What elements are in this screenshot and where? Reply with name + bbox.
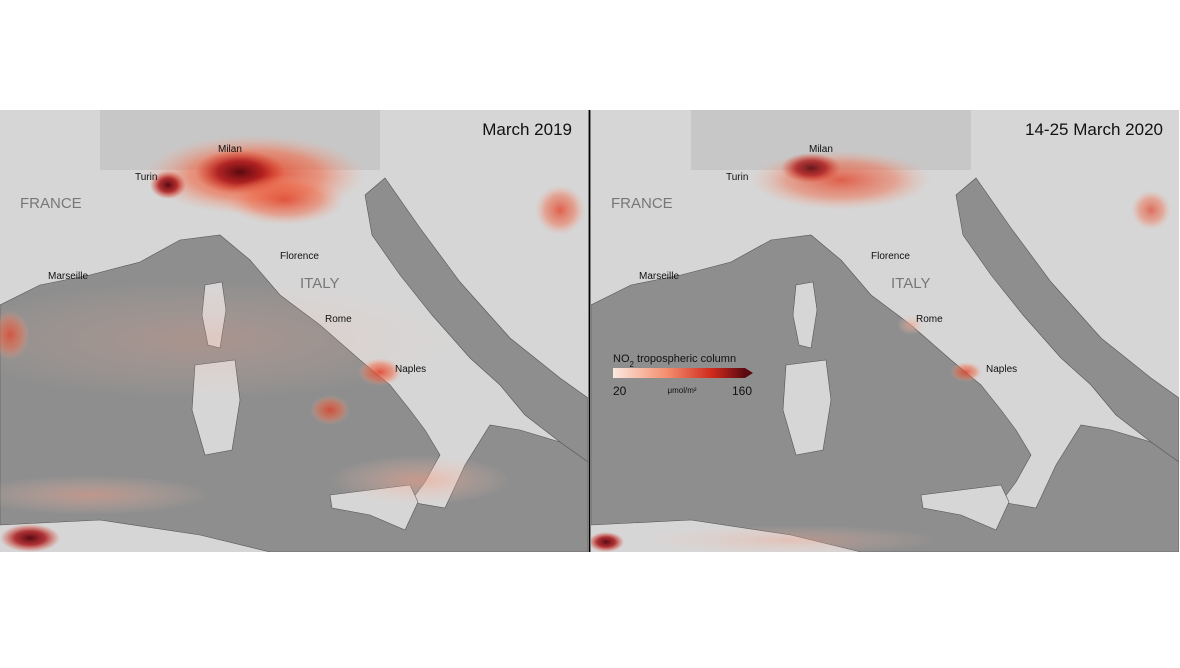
legend-title-part: 2 [630,360,635,369]
country-label: ITALY [300,275,339,292]
sea [955,177,1179,463]
country-label: FRANCE [20,195,82,212]
legend-title-part: NO [613,353,630,365]
city-label: Marseille [48,271,88,282]
no2-plume [751,150,931,210]
sea [364,177,588,463]
no2-plume [781,153,841,183]
city-label: Turin [135,172,157,183]
no2-plume [0,280,460,400]
map-panel: March 2019 FRANCE Turin Milan Marseille Flore… [0,110,588,552]
no2-plume [1131,190,1171,230]
no2-plume [330,455,510,505]
city-label: Naples [395,364,426,375]
sea [591,234,1179,552]
city-label: Florence [871,251,910,262]
no2-plume [950,362,982,382]
colorbar-arrow [745,368,753,378]
island [792,281,818,349]
city-label: Naples [986,364,1017,375]
country-label: ITALY [891,275,930,292]
no2-plume [150,171,186,199]
no2-plume [591,532,624,552]
island [782,359,832,456]
legend-title-part: tropospheric column [634,353,736,365]
legend-title: NO2 tropospheric column [613,353,736,369]
island [920,484,1010,531]
no2-plume [0,475,210,515]
colorbar-min: 20 [613,384,627,398]
map-panel: 14-25 March 2020 FRANCE Turin Milan Marseill… [591,110,1179,552]
colorbar [613,368,745,378]
no2-plume [897,315,925,335]
colorbar-max: 160 [732,384,752,398]
city-label: Rome [916,314,943,325]
no2-plume [225,175,345,225]
country-label: FRANCE [611,195,673,212]
panel-title: March 2019 [482,120,572,139]
city-label: Rome [325,314,352,325]
city-label: Turin [726,172,748,183]
city-label: Milan [218,144,242,155]
no2-plume [0,524,60,552]
no2-plume [641,525,941,552]
no2-plume [535,185,585,235]
panel-title: 14-25 March 2020 [1025,120,1163,139]
no2-plume [310,395,350,425]
city-label: Marseille [639,271,679,282]
colorbar-unit: μmol/m² [667,386,696,395]
city-label: Florence [280,251,319,262]
legend: NO2 tropospheric column 20 μmol/m² 160 [613,353,753,398]
city-label: Milan [809,144,833,155]
